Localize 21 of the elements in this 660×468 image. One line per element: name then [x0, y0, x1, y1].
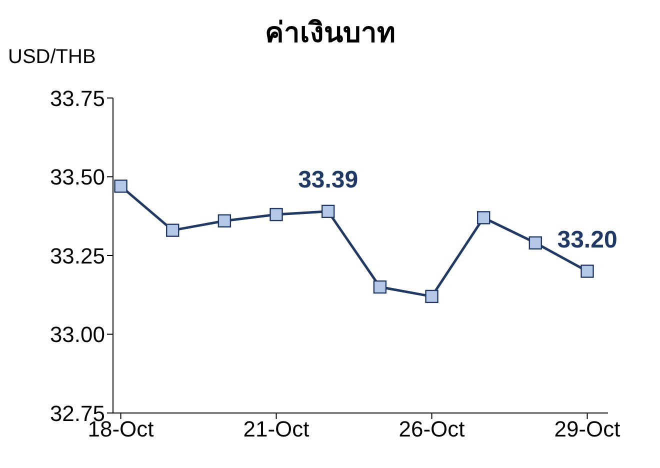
point — [218, 214, 232, 228]
annotation: 33.39 — [298, 166, 358, 194]
annotation: 33.20 — [557, 226, 618, 254]
point — [166, 224, 180, 237]
x-tick-label: 21-Oct — [243, 416, 310, 442]
x-tick-label: 26-Oct — [398, 416, 465, 442]
point — [477, 211, 490, 224]
y-tick-label: 33.75 — [50, 86, 105, 111]
point — [270, 208, 283, 222]
point — [580, 264, 594, 278]
point — [528, 236, 542, 250]
point — [373, 280, 387, 294]
x-tick-label: 29-Oct — [554, 416, 620, 442]
point — [114, 180, 128, 193]
y-axis-title: USD/THB — [8, 46, 96, 69]
y-tick-label: 33.00 — [50, 322, 105, 348]
chart-title: ค่าเงินบาท — [265, 17, 395, 48]
y-tick-label: 33.50 — [50, 164, 105, 190]
point — [425, 290, 438, 304]
y-tick-label: 33.25 — [50, 243, 105, 268]
point — [322, 204, 335, 218]
